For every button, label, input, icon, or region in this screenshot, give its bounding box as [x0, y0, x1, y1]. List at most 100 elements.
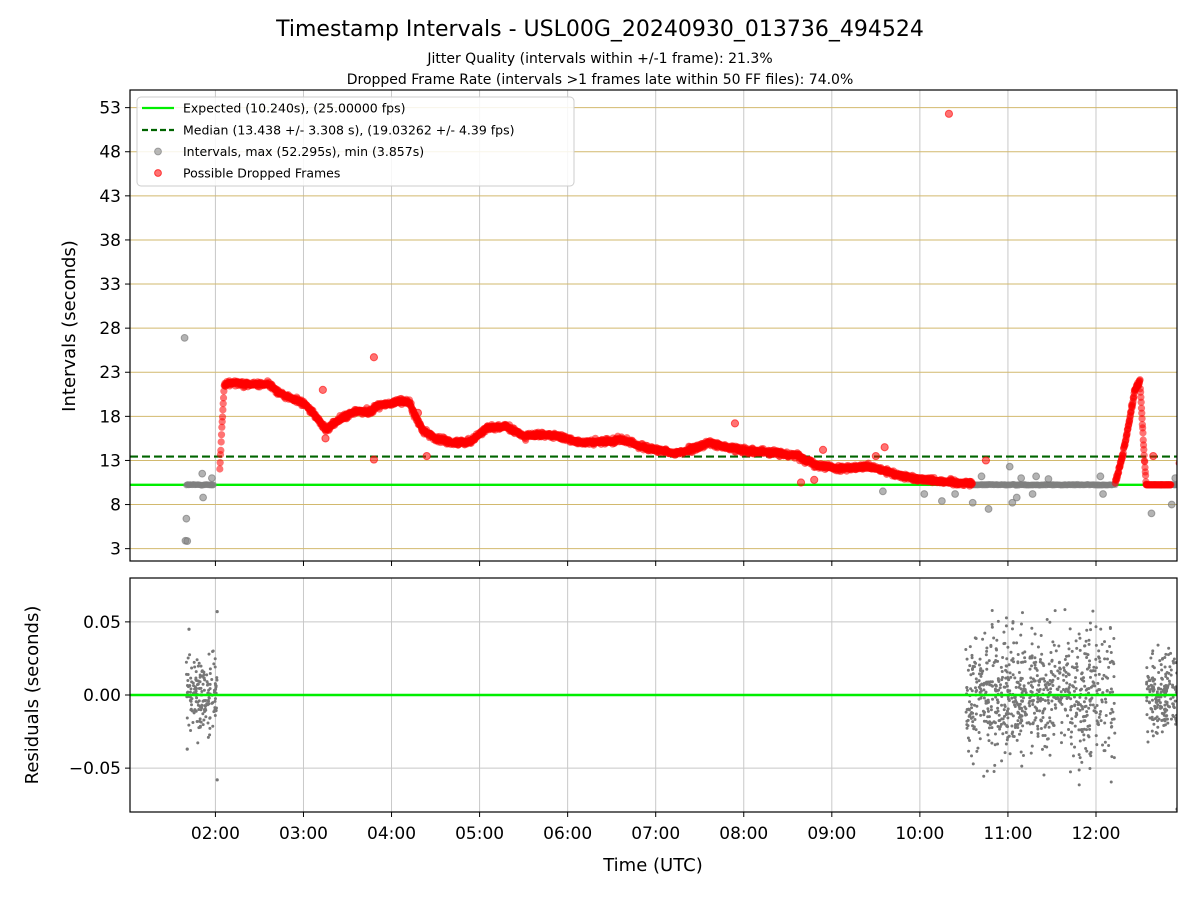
residual-point	[987, 739, 991, 743]
residual-point	[1149, 656, 1153, 660]
residual-point	[1094, 625, 1098, 629]
residual-point	[1080, 672, 1084, 676]
residual-point	[1028, 655, 1032, 659]
residual-point	[1112, 717, 1116, 721]
residual-point	[992, 720, 996, 724]
residual-point	[1173, 688, 1177, 692]
residual-point	[980, 672, 984, 676]
residual-point	[208, 667, 212, 671]
residual-point	[1008, 671, 1012, 675]
residual-point	[1054, 706, 1058, 710]
residual-point	[984, 653, 988, 657]
residual-point	[1098, 712, 1102, 716]
residual-point	[1038, 657, 1042, 661]
residual-point	[1077, 753, 1081, 757]
residual-point	[186, 656, 190, 660]
residuals-y-axis-ticks: −0.05 0.00 0.05	[69, 613, 130, 779]
residual-point	[970, 754, 974, 758]
residual-point	[1086, 724, 1090, 728]
residual-point	[1108, 644, 1112, 648]
residual-point	[1045, 617, 1049, 621]
residual-point	[193, 708, 197, 712]
residual-point	[1069, 735, 1073, 739]
residual-point	[1111, 710, 1115, 714]
residual-point	[1161, 688, 1165, 692]
residual-point	[1040, 747, 1044, 751]
legend-box	[136, 96, 575, 187]
residual-point	[1071, 684, 1075, 688]
residual-point	[1006, 736, 1010, 740]
residual-point	[1000, 669, 1004, 673]
x-tick-label: 12:00	[1071, 824, 1120, 844]
residual-point	[1007, 678, 1011, 682]
residual-point	[202, 673, 206, 677]
residual-point	[1088, 703, 1092, 707]
residual-point	[1146, 740, 1150, 744]
residual-point	[1097, 649, 1101, 653]
residual-point	[993, 743, 997, 747]
residual-point	[1034, 716, 1038, 720]
residual-points	[184, 608, 1177, 811]
residual-point	[215, 676, 219, 680]
x-tick-label: 06:00	[543, 824, 592, 844]
residual-point	[1093, 709, 1097, 713]
residual-point	[1091, 680, 1095, 684]
residual-point	[1075, 662, 1079, 666]
residual-point	[1082, 719, 1086, 723]
residual-point	[202, 676, 206, 680]
residual-point	[195, 719, 199, 723]
residual-point	[1160, 711, 1164, 715]
residual-point	[185, 683, 189, 687]
residual-point	[200, 669, 204, 673]
residual-point	[987, 715, 991, 719]
residual-point	[977, 663, 981, 667]
residual-point	[1169, 697, 1173, 701]
residual-point	[968, 714, 972, 718]
residual-point	[1035, 688, 1039, 692]
residual-point	[1063, 733, 1067, 737]
residual-point	[1160, 677, 1164, 681]
residual-point	[1158, 659, 1162, 663]
residual-point	[1172, 661, 1176, 665]
residual-point	[1038, 709, 1042, 713]
dropped-frame-point	[217, 431, 226, 439]
residual-point	[1103, 721, 1107, 725]
residual-point	[1161, 656, 1165, 660]
residual-point	[996, 706, 1000, 710]
residual-point	[1004, 712, 1008, 716]
residual-point	[194, 678, 198, 682]
residual-point	[1027, 721, 1031, 725]
intervals-y-tick-label: 18	[99, 407, 121, 427]
residual-point	[1097, 672, 1101, 676]
residual-point	[1028, 696, 1032, 700]
residual-point	[1021, 651, 1025, 655]
residual-point	[1066, 662, 1070, 666]
residual-point	[1096, 722, 1100, 726]
residual-point	[1044, 673, 1048, 677]
dropped-frame-point	[1141, 471, 1150, 480]
residual-point	[990, 721, 994, 725]
residual-point	[208, 726, 212, 730]
residual-point	[1169, 673, 1173, 677]
residual-point	[1003, 703, 1007, 707]
interval-outlier-point	[1028, 490, 1037, 498]
residual-point	[1018, 683, 1022, 687]
residual-point	[1003, 722, 1007, 726]
interval-outlier-point	[198, 469, 207, 478]
residual-point	[967, 749, 971, 753]
residual-point	[1072, 666, 1076, 670]
dropped-frame-point	[219, 394, 228, 402]
residual-point	[1068, 683, 1072, 687]
interval-outlier-point	[937, 497, 946, 505]
residual-point	[996, 619, 1000, 623]
residual-point	[1164, 700, 1168, 704]
residual-point	[202, 718, 206, 722]
residual-point	[1074, 639, 1078, 643]
residual-point	[993, 763, 997, 767]
residual-point	[982, 688, 986, 692]
residual-point	[975, 704, 979, 708]
residual-point	[1066, 714, 1070, 718]
residual-point	[1092, 665, 1096, 669]
residual-point	[1001, 656, 1005, 660]
